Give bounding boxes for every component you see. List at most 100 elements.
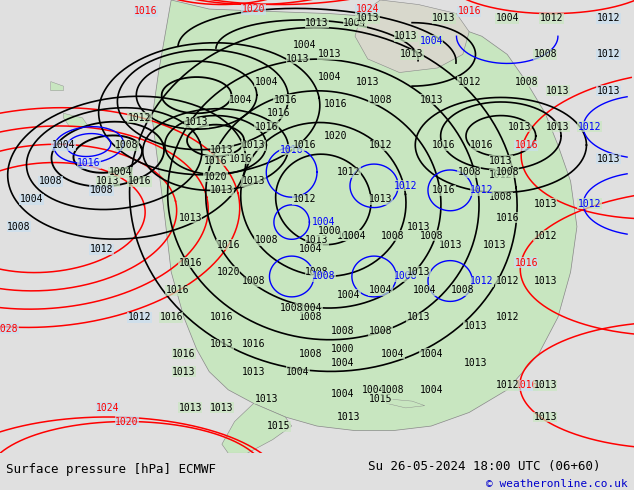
Text: 1013: 1013 <box>178 213 202 222</box>
Text: 1016: 1016 <box>514 380 538 390</box>
Text: 1013: 1013 <box>406 312 430 322</box>
Text: 1020: 1020 <box>216 267 240 277</box>
Text: 1008: 1008 <box>299 348 323 359</box>
Text: 1013: 1013 <box>463 358 488 368</box>
Text: 1004: 1004 <box>20 195 44 204</box>
Text: 1013: 1013 <box>184 118 209 127</box>
Text: 1013: 1013 <box>210 340 234 349</box>
Text: 1008: 1008 <box>419 231 443 241</box>
Text: 1004: 1004 <box>419 385 443 395</box>
Text: 1004: 1004 <box>419 348 443 359</box>
Text: 1013: 1013 <box>400 49 424 59</box>
Text: 1013: 1013 <box>305 235 329 245</box>
Text: 1008: 1008 <box>514 76 538 87</box>
Text: 1012: 1012 <box>470 185 494 196</box>
Text: 1012: 1012 <box>292 195 316 204</box>
Text: 1013: 1013 <box>210 145 234 154</box>
Text: 1004: 1004 <box>318 72 342 82</box>
Text: 1004: 1004 <box>381 348 405 359</box>
Text: 1020: 1020 <box>242 4 266 14</box>
Text: 1012: 1012 <box>470 276 494 286</box>
Text: 1008: 1008 <box>394 271 418 281</box>
Text: 1012: 1012 <box>533 231 557 241</box>
Text: 1013: 1013 <box>172 367 196 377</box>
Text: 1008: 1008 <box>489 192 513 202</box>
Text: 1016: 1016 <box>210 312 234 322</box>
Text: 1004: 1004 <box>299 303 323 313</box>
Text: 1004: 1004 <box>311 217 335 227</box>
Text: 1016: 1016 <box>457 6 481 16</box>
Text: 1008: 1008 <box>368 95 392 105</box>
Text: 1020: 1020 <box>324 131 348 141</box>
Text: 1016: 1016 <box>292 140 316 150</box>
Text: 1013: 1013 <box>368 195 392 204</box>
Text: 1012: 1012 <box>457 76 481 87</box>
Text: 1012: 1012 <box>394 181 418 191</box>
Text: 1008: 1008 <box>495 167 519 177</box>
Text: 1020: 1020 <box>115 416 139 426</box>
Text: 1013: 1013 <box>432 13 456 23</box>
Text: 1013: 1013 <box>533 199 557 209</box>
Text: 1013: 1013 <box>305 18 329 27</box>
Text: 1000: 1000 <box>330 344 354 354</box>
Text: 1012: 1012 <box>337 167 361 177</box>
Text: 1016: 1016 <box>229 154 253 164</box>
Text: 1004: 1004 <box>343 231 367 241</box>
Text: 1013: 1013 <box>508 122 532 132</box>
Text: 1013: 1013 <box>489 156 513 166</box>
Text: 1012: 1012 <box>540 13 564 23</box>
Text: 1008: 1008 <box>254 235 278 245</box>
Text: 1004: 1004 <box>229 95 253 105</box>
Text: 1008: 1008 <box>533 49 557 59</box>
Text: 1013: 1013 <box>533 276 557 286</box>
Text: 1016: 1016 <box>77 158 101 168</box>
Text: 1016: 1016 <box>280 145 304 154</box>
Text: 1013: 1013 <box>438 240 462 250</box>
Text: 1008: 1008 <box>39 176 63 186</box>
Text: 1013: 1013 <box>356 13 380 23</box>
Text: 1013: 1013 <box>546 122 570 132</box>
Text: 1000: 1000 <box>337 231 361 241</box>
Text: 1008: 1008 <box>280 303 304 313</box>
Text: 1016: 1016 <box>178 258 202 268</box>
Text: 1016: 1016 <box>127 176 152 186</box>
Text: 1016: 1016 <box>273 95 297 105</box>
Text: 1012: 1012 <box>578 122 602 132</box>
Text: 1016: 1016 <box>267 108 291 118</box>
Text: 1013: 1013 <box>546 86 570 96</box>
Text: 1016: 1016 <box>242 340 266 349</box>
Text: 1004: 1004 <box>368 285 392 295</box>
Text: 1016: 1016 <box>204 156 228 166</box>
Text: 1016: 1016 <box>159 312 183 322</box>
Text: 1013: 1013 <box>242 140 266 150</box>
Text: 1008: 1008 <box>311 271 335 281</box>
Text: 1004: 1004 <box>299 245 323 254</box>
Text: 1016: 1016 <box>324 99 348 109</box>
Text: 1004: 1004 <box>495 13 519 23</box>
Text: 1004: 1004 <box>337 290 361 299</box>
Text: 1013: 1013 <box>533 380 557 390</box>
Polygon shape <box>222 403 292 453</box>
Text: 1013: 1013 <box>597 154 621 164</box>
Text: 1012: 1012 <box>597 49 621 59</box>
Text: 1012: 1012 <box>489 170 513 179</box>
Text: 1016: 1016 <box>470 140 494 150</box>
Text: 1012: 1012 <box>597 13 621 23</box>
Polygon shape <box>387 399 425 408</box>
Text: 1012: 1012 <box>127 312 152 322</box>
Polygon shape <box>51 82 63 91</box>
Text: 1013: 1013 <box>242 176 266 186</box>
Text: 1013: 1013 <box>356 76 380 87</box>
Text: 1004: 1004 <box>254 76 278 87</box>
Text: 1024: 1024 <box>356 4 380 14</box>
Text: 1012: 1012 <box>495 380 519 390</box>
Text: 1016: 1016 <box>432 140 456 150</box>
Text: 1008: 1008 <box>7 221 31 232</box>
Polygon shape <box>63 113 89 127</box>
Text: 1004: 1004 <box>292 40 316 50</box>
Text: 1004: 1004 <box>51 140 75 150</box>
Text: 1008: 1008 <box>457 167 481 177</box>
Text: 1013: 1013 <box>96 176 120 186</box>
Text: 1004: 1004 <box>330 390 354 399</box>
Text: 1004: 1004 <box>343 18 367 27</box>
